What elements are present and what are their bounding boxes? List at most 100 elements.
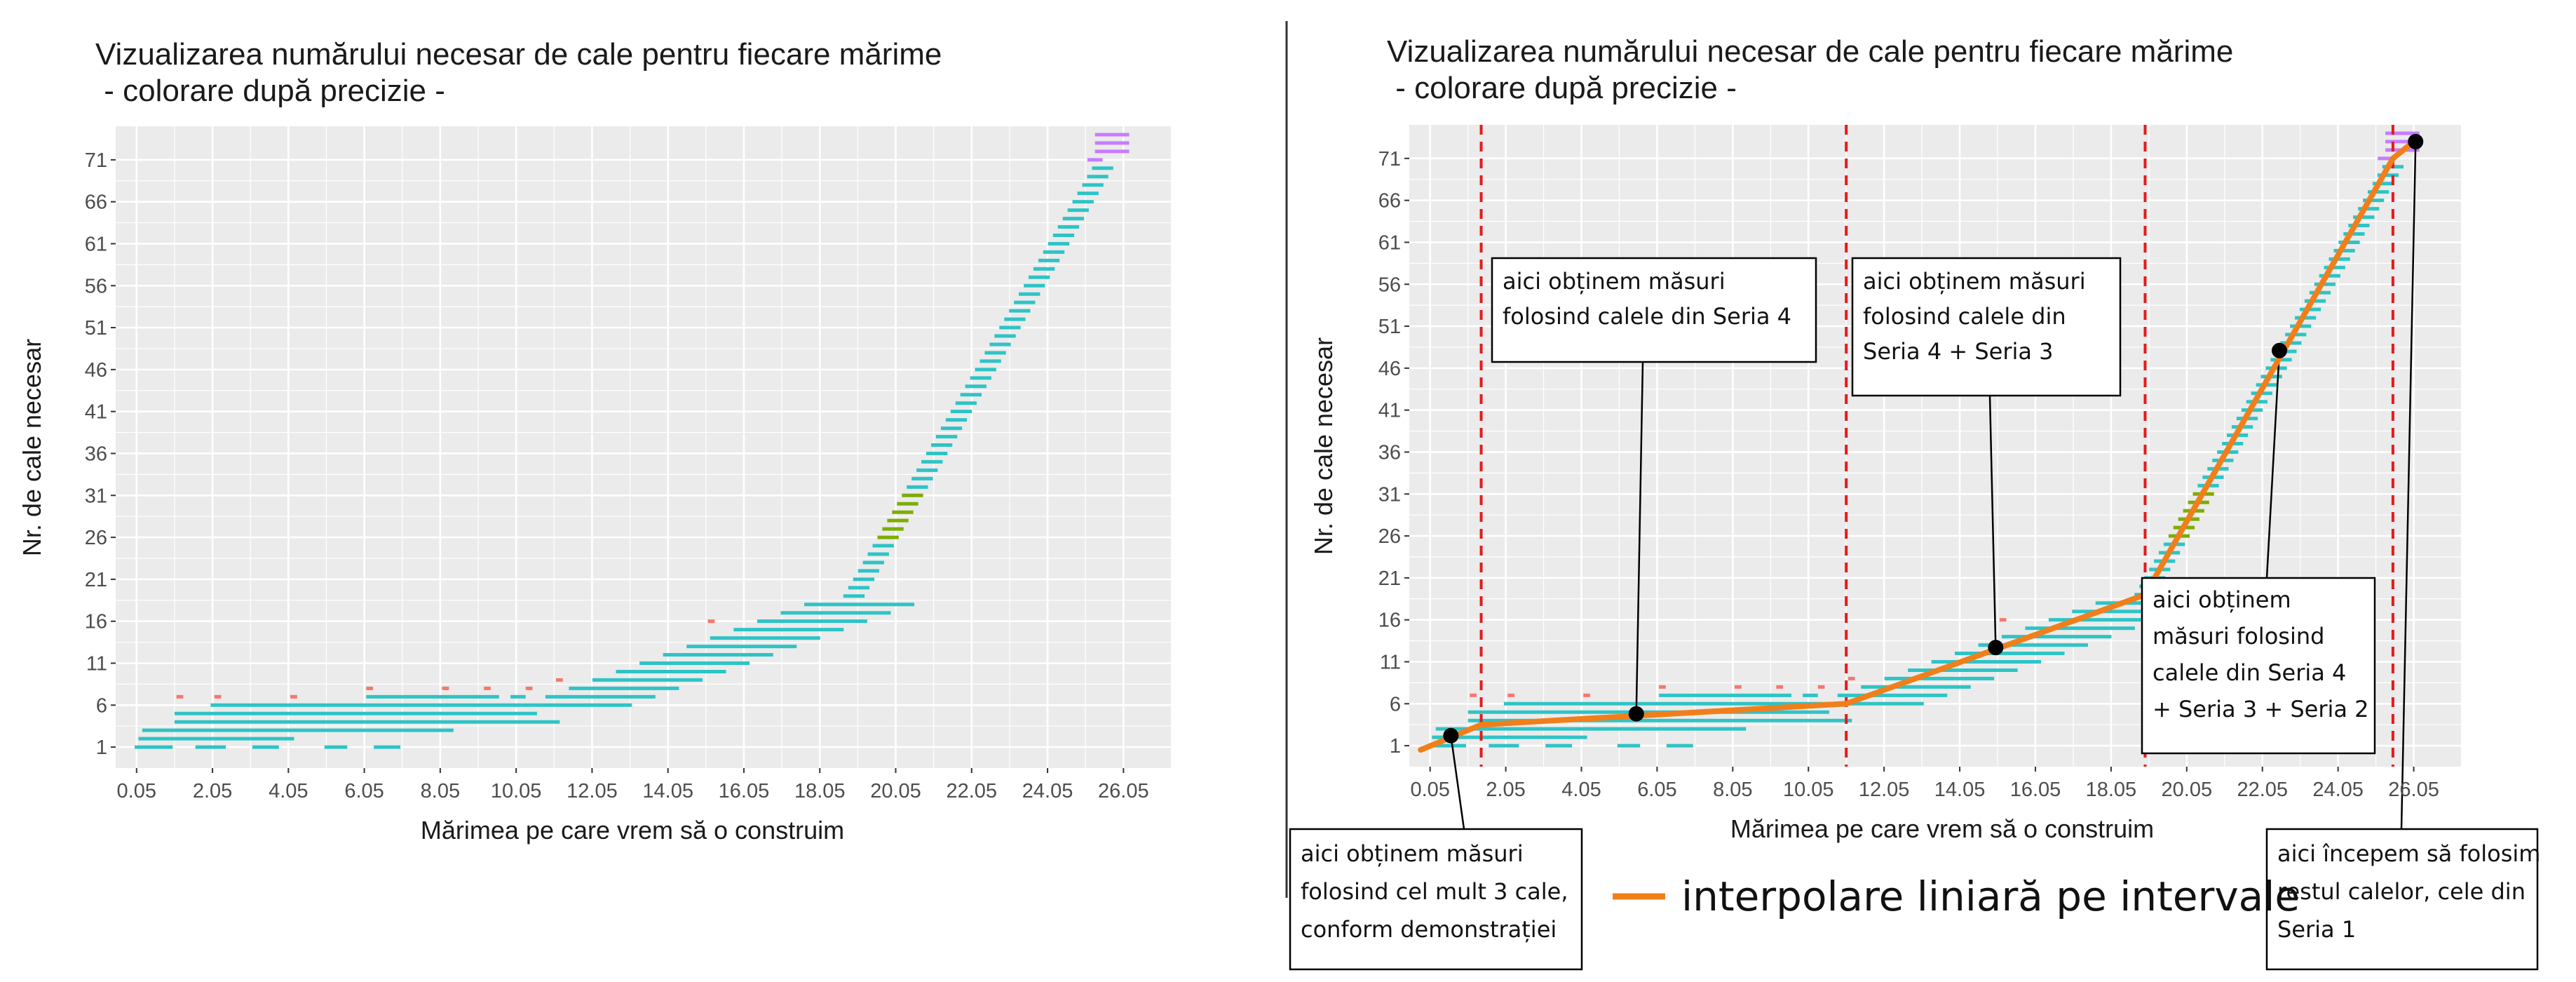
y-tick-label: 36 bbox=[1378, 441, 1401, 464]
y-tick-label: 36 bbox=[85, 443, 107, 465]
y-tick-label: 11 bbox=[1380, 651, 1401, 673]
x-tick-label: 26.05 bbox=[1098, 780, 1149, 802]
y-tick-label: 66 bbox=[85, 191, 107, 214]
annotation-text-line: calele din Seria 4 bbox=[2153, 659, 2346, 686]
x-tick-label: 6.05 bbox=[344, 780, 384, 802]
y-tick-label: 26 bbox=[1378, 525, 1401, 548]
y-tick-label: 21 bbox=[1378, 567, 1401, 590]
annotation-text-line: aici începem să folosim bbox=[2277, 840, 2540, 867]
annotation-box: aici obținem măsuri folosind calele din S… bbox=[1491, 257, 1817, 363]
x-tick-label: 4.05 bbox=[269, 780, 308, 802]
y-tick-label: 61 bbox=[85, 233, 107, 255]
y-tick-label: 1 bbox=[1390, 735, 1401, 758]
annotation-leader bbox=[1450, 735, 1465, 830]
y-tick-label: 16 bbox=[85, 611, 107, 633]
y-tick-label: 1 bbox=[96, 736, 107, 759]
x-tick-label: 8.05 bbox=[1713, 779, 1752, 801]
x-tick-label: 14.05 bbox=[1934, 779, 1986, 801]
x-tick-label: 10.05 bbox=[1783, 779, 1834, 801]
y-tick-label: 56 bbox=[1378, 274, 1401, 296]
annotation-box: aici obținem măsuri folosind cel mult 3 c… bbox=[1289, 828, 1583, 971]
left-x-tick-labels: 0.05 2.05 4.05 6.05 8.05 10.05 12.05 14.05 16.05… bbox=[117, 768, 1149, 802]
annotations: aici obținem măsuri folosind calele din S… bbox=[1289, 257, 2540, 971]
x-tick-label: 22.05 bbox=[946, 780, 997, 802]
key-point bbox=[2272, 342, 2288, 358]
y-tick-label: 21 bbox=[85, 569, 107, 591]
y-tick-label: 26 bbox=[85, 527, 107, 549]
key-point bbox=[1443, 727, 1459, 744]
annotation-box: aici obținem măsuri folosind calele din Se… bbox=[2141, 577, 2376, 755]
x-tick-label: 18.05 bbox=[2086, 779, 2137, 801]
x-tick-label: 20.05 bbox=[2162, 779, 2213, 801]
x-tick-label: 2.05 bbox=[193, 780, 232, 802]
annotation-box: aici obținem măsuri folosind calele din Se… bbox=[1851, 257, 2122, 397]
annotation-text-line: restul calelor, cele din bbox=[2277, 878, 2526, 905]
key-point bbox=[2408, 133, 2424, 149]
y-tick-label: 61 bbox=[1378, 231, 1401, 254]
left-grid bbox=[116, 126, 1171, 768]
annotation-text-line: folosind cel mult 3 cale, bbox=[1301, 878, 1568, 905]
right-key-points bbox=[1443, 133, 2424, 744]
y-tick-label: 41 bbox=[1378, 400, 1401, 422]
x-tick-label: 24.05 bbox=[1022, 780, 1073, 802]
annotation-text-line: folosind calele din bbox=[1863, 303, 2066, 330]
y-tick-label: 46 bbox=[1378, 358, 1401, 380]
annotation-frame bbox=[2141, 577, 2376, 755]
annotation-text-line: Seria 4 + Seria 3 bbox=[1863, 338, 2054, 365]
x-tick-label: 0.05 bbox=[117, 780, 156, 802]
annotation-leader bbox=[1988, 395, 1997, 648]
annotation-frame bbox=[1289, 828, 1583, 971]
legend-label: interpolare liniară pe intervale bbox=[1681, 873, 2300, 920]
legend: interpolare liniară pe intervale bbox=[1613, 873, 2300, 920]
annotation-leader bbox=[2400, 141, 2417, 830]
x-tick-label: 8.05 bbox=[421, 780, 460, 802]
y-tick-label: 66 bbox=[1378, 190, 1401, 213]
y-tick-label: 16 bbox=[1378, 610, 1401, 632]
annotation-frame bbox=[2265, 828, 2539, 971]
left-chart: Vizualizarea numărului necesar de cale p… bbox=[18, 37, 1171, 845]
y-tick-label: 31 bbox=[1378, 483, 1401, 506]
key-point bbox=[1988, 640, 2004, 656]
annotation-text-line: măsuri folosind bbox=[2153, 623, 2324, 650]
x-tick-label: 10.05 bbox=[491, 780, 542, 802]
annotation-frame bbox=[1851, 257, 2122, 397]
x-tick-label: 4.05 bbox=[1561, 779, 1601, 801]
y-tick-label: 11 bbox=[86, 652, 107, 675]
x-tick-label: 18.05 bbox=[794, 780, 846, 802]
x-tick-label: 16.05 bbox=[719, 780, 770, 802]
right-chart: Vizualizarea numărului necesar de cale p… bbox=[1289, 34, 2540, 971]
annotation-text-line: aici obținem măsuri bbox=[1503, 268, 1726, 295]
annotation-text-line: + Seria 3 + Seria 2 bbox=[2153, 696, 2369, 722]
annotation-box: aici începem să folosim restul calelor, c… bbox=[2265, 828, 2540, 971]
y-tick-label: 41 bbox=[85, 401, 107, 424]
right-y-axis-label: Nr. de cale necesar bbox=[1309, 337, 1338, 555]
annotation-leader bbox=[2265, 350, 2281, 579]
right-x-axis-label: Mărimea pe care vrem să o construim bbox=[1730, 814, 2154, 843]
annotation-text-line: folosind calele din Seria 4 bbox=[1503, 303, 1791, 330]
y-tick-label: 71 bbox=[1378, 148, 1401, 170]
x-tick-label: 0.05 bbox=[1410, 779, 1449, 801]
x-tick-label: 6.05 bbox=[1637, 779, 1676, 801]
y-tick-label: 56 bbox=[85, 275, 107, 297]
annotation-leaders bbox=[1450, 141, 2417, 830]
left-data-marks bbox=[135, 133, 1130, 749]
left-x-axis-label: Mărimea pe care vrem să o construim bbox=[421, 816, 844, 845]
right-vertical-dividers bbox=[1479, 125, 2394, 767]
left-chart-title: Vizualizarea numărului necesar de cale p… bbox=[95, 37, 942, 72]
key-point bbox=[1628, 706, 1644, 722]
left-plot-panel bbox=[116, 126, 1171, 768]
x-tick-label: 12.05 bbox=[567, 780, 618, 802]
x-tick-label: 22.05 bbox=[2237, 779, 2288, 801]
y-tick-label: 51 bbox=[85, 317, 107, 339]
annotation-leader bbox=[1635, 361, 1644, 714]
right-chart-title: Vizualizarea numărului necesar de cale p… bbox=[1387, 34, 2233, 69]
y-tick-label: 71 bbox=[85, 149, 107, 172]
y-tick-label: 51 bbox=[1378, 316, 1401, 338]
x-tick-label: 14.05 bbox=[642, 780, 693, 802]
y-tick-label: 46 bbox=[85, 359, 107, 382]
y-tick-label: 31 bbox=[85, 485, 107, 507]
right-chart-subtitle: - colorare după precizie - bbox=[1387, 71, 1737, 105]
annotation-text-line: aici obținem bbox=[2153, 586, 2291, 613]
